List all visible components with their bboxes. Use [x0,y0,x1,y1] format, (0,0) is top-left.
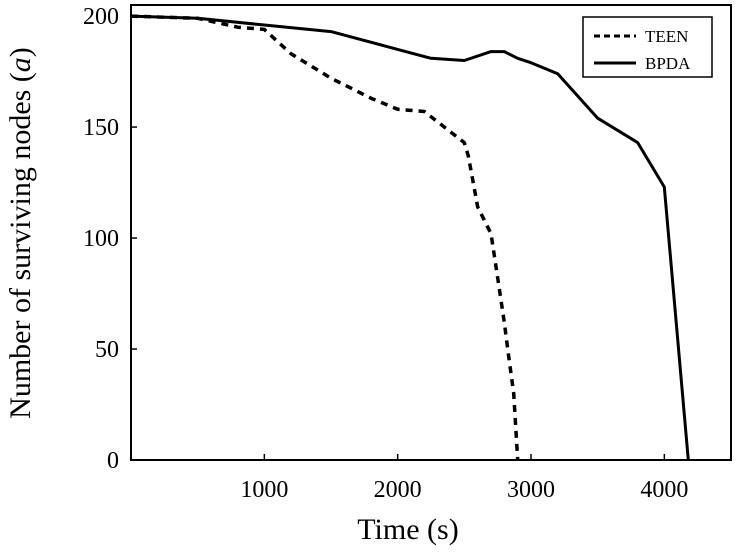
x-tick-label: 1000 [240,477,288,503]
y-tick-label: 0 [107,448,119,474]
y-tick-label: 50 [95,337,119,363]
y-tick-label: 100 [83,226,119,252]
x-axis: 1000 2000 3000 4000 [240,454,688,503]
x-tick-label: 2000 [374,477,422,503]
x-axis-title: Time (s) [357,513,458,546]
legend-label-teen: TEEN [645,27,688,46]
y-axis-title: Number of surviving nodes (a) [4,47,37,419]
series-line-bpda [130,14,690,461]
legend-box [582,16,713,78]
x-tick-label: 4000 [640,477,688,503]
y-axis: 0 50 100 150 200 [83,4,137,474]
y-axis-title-main: Number of surviving nodes [4,90,37,419]
series-line-teen [130,14,520,461]
plot-frame [130,4,732,461]
y-axis-title-italic: a [4,57,37,72]
y-tick-label: 150 [83,115,119,141]
y-axis-title-close-paren: ) [4,47,37,57]
y-axis-title-open-paren: ( [4,72,37,90]
x-tick-label: 3000 [507,477,555,503]
legend-label-bpda: BPDA [645,54,691,73]
y-tick-label: 200 [83,4,119,30]
legend: TEEN BPDA [582,16,713,78]
plot-marks [130,14,690,461]
